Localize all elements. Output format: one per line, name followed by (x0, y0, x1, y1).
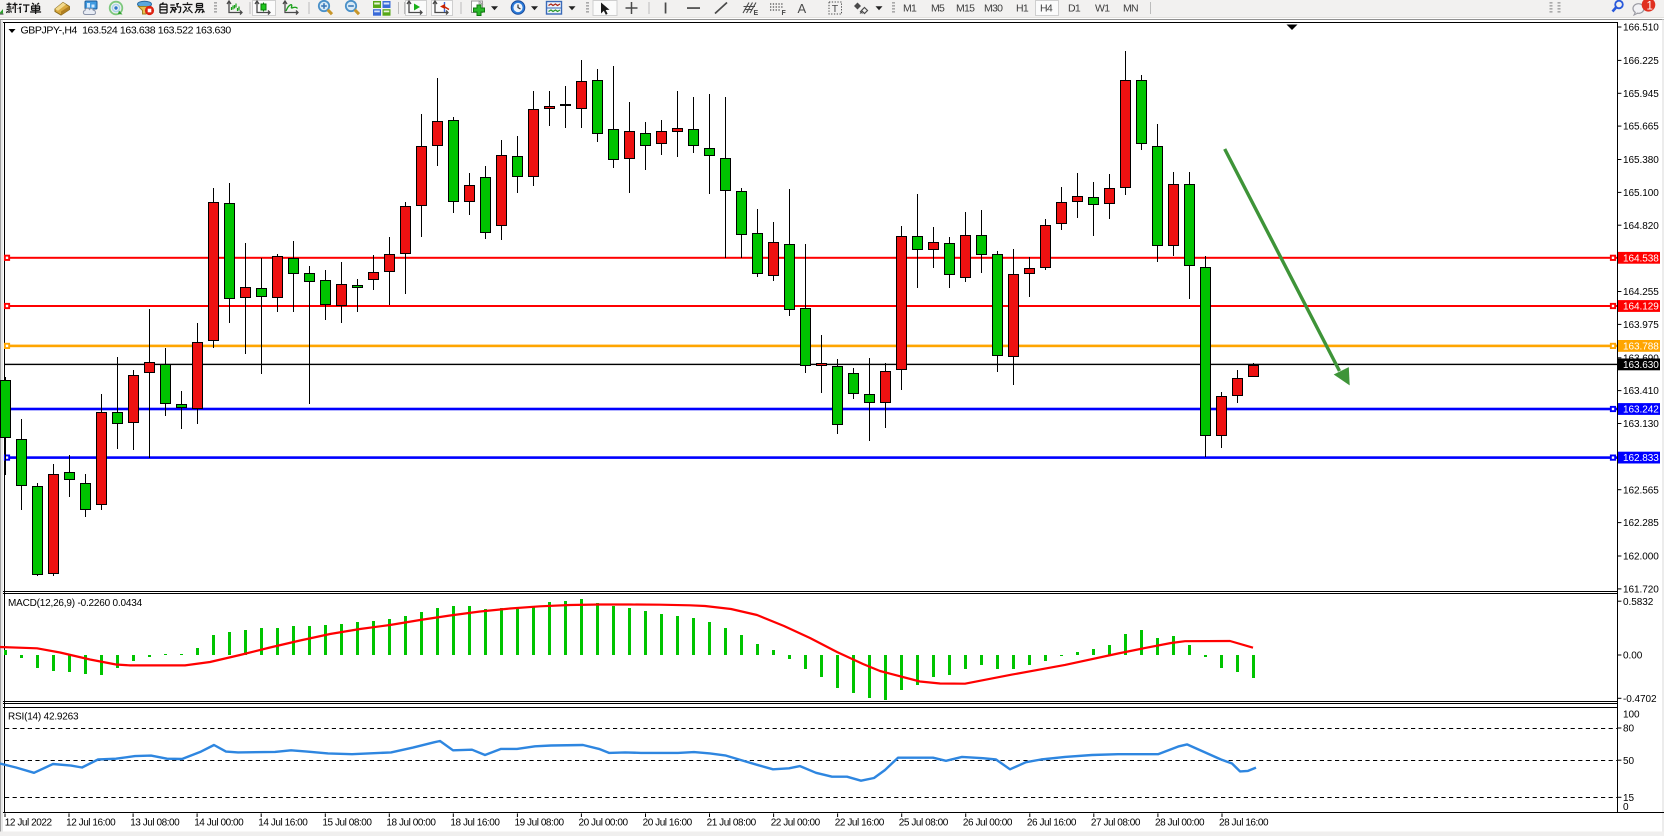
svg-text:12 Jul 16:00: 12 Jul 16:00 (66, 818, 116, 829)
svg-text:M30: M30 (984, 3, 1003, 15)
svg-text:A: A (798, 1, 807, 16)
svg-text:22 Jul 00:00: 22 Jul 00:00 (771, 818, 821, 829)
svg-text:M15: M15 (956, 3, 975, 15)
svg-text:100: 100 (1623, 709, 1640, 720)
svg-text:163.788: 163.788 (1623, 342, 1659, 353)
svg-text:26 Jul 00:00: 26 Jul 00:00 (963, 818, 1013, 829)
svg-text:H1: H1 (1016, 3, 1029, 15)
svg-text:M5: M5 (931, 3, 945, 15)
svg-text:165.100: 165.100 (1623, 188, 1659, 199)
svg-text:163.975: 163.975 (1623, 320, 1659, 331)
svg-text:164.538: 164.538 (1623, 253, 1659, 264)
svg-text:F: F (782, 10, 787, 17)
svg-text:12 Jul 2022: 12 Jul 2022 (5, 818, 53, 829)
svg-text:50: 50 (1623, 756, 1635, 767)
svg-text:166.225: 166.225 (1623, 56, 1659, 67)
svg-text:1: 1 (1647, 1, 1653, 13)
svg-text:0: 0 (1623, 802, 1629, 813)
svg-text:-0.4702: -0.4702 (1623, 694, 1657, 705)
svg-text:13 Jul 08:00: 13 Jul 08:00 (130, 818, 180, 829)
svg-text:163.130: 163.130 (1623, 419, 1659, 430)
svg-text:T: T (832, 3, 839, 15)
svg-text:H4: H4 (1040, 3, 1053, 15)
svg-text:22 Jul 16:00: 22 Jul 16:00 (835, 818, 885, 829)
svg-text:M1: M1 (903, 3, 917, 15)
svg-text:161.720: 161.720 (1623, 585, 1659, 596)
svg-text:80: 80 (1623, 724, 1635, 735)
svg-text:14 Jul 00:00: 14 Jul 00:00 (194, 818, 244, 829)
svg-text:28 Jul 00:00: 28 Jul 00:00 (1155, 818, 1205, 829)
svg-text:162.285: 162.285 (1623, 518, 1659, 529)
svg-text:164.820: 164.820 (1623, 221, 1659, 232)
svg-text:0.00: 0.00 (1623, 651, 1643, 662)
svg-text:W1: W1 (1095, 3, 1110, 15)
svg-text:26 Jul 16:00: 26 Jul 16:00 (1027, 818, 1077, 829)
svg-text:162.833: 162.833 (1623, 453, 1659, 464)
svg-text:15 Jul 08:00: 15 Jul 08:00 (322, 818, 372, 829)
svg-text:20 Jul 16:00: 20 Jul 16:00 (643, 818, 693, 829)
svg-text:163.410: 163.410 (1623, 386, 1659, 397)
svg-text:162.565: 162.565 (1623, 485, 1659, 496)
svg-text:RSI(14) 42.9263: RSI(14) 42.9263 (8, 712, 79, 723)
svg-text:20 Jul 00:00: 20 Jul 00:00 (579, 818, 629, 829)
svg-text:165.380: 165.380 (1623, 155, 1659, 166)
svg-text:28 Jul 16:00: 28 Jul 16:00 (1219, 818, 1269, 829)
svg-text:D1: D1 (1068, 3, 1081, 15)
svg-text:162.000: 162.000 (1623, 552, 1659, 563)
svg-text:165.665: 165.665 (1623, 122, 1659, 133)
svg-text:GBPJPY-,H4 163.524 163.638 16: GBPJPY-,H4 163.524 163.638 163.522 163.6… (21, 25, 232, 37)
svg-text:18 Jul 16:00: 18 Jul 16:00 (450, 818, 500, 829)
svg-text:27 Jul 08:00: 27 Jul 08:00 (1091, 818, 1141, 829)
svg-text:E: E (754, 10, 759, 17)
svg-text:15: 15 (1623, 793, 1635, 804)
svg-text:MN: MN (1123, 3, 1138, 15)
svg-text:MACD(12,26,9) -0.2260 0.0434: MACD(12,26,9) -0.2260 0.0434 (8, 598, 143, 609)
svg-text:21 Jul 08:00: 21 Jul 08:00 (707, 818, 757, 829)
svg-text:0.5832: 0.5832 (1623, 597, 1654, 608)
svg-text:14 Jul 16:00: 14 Jul 16:00 (258, 818, 308, 829)
svg-text:163.630: 163.630 (1623, 360, 1659, 371)
svg-text:164.129: 164.129 (1623, 302, 1659, 313)
svg-text:165.945: 165.945 (1623, 89, 1659, 100)
svg-text:163.242: 163.242 (1623, 405, 1659, 416)
svg-text:166.510: 166.510 (1623, 23, 1659, 34)
svg-text:164.255: 164.255 (1623, 287, 1659, 298)
svg-text:19 Jul 08:00: 19 Jul 08:00 (515, 818, 565, 829)
svg-text:18 Jul 00:00: 18 Jul 00:00 (386, 818, 436, 829)
svg-text:25 Jul 08:00: 25 Jul 08:00 (899, 818, 949, 829)
